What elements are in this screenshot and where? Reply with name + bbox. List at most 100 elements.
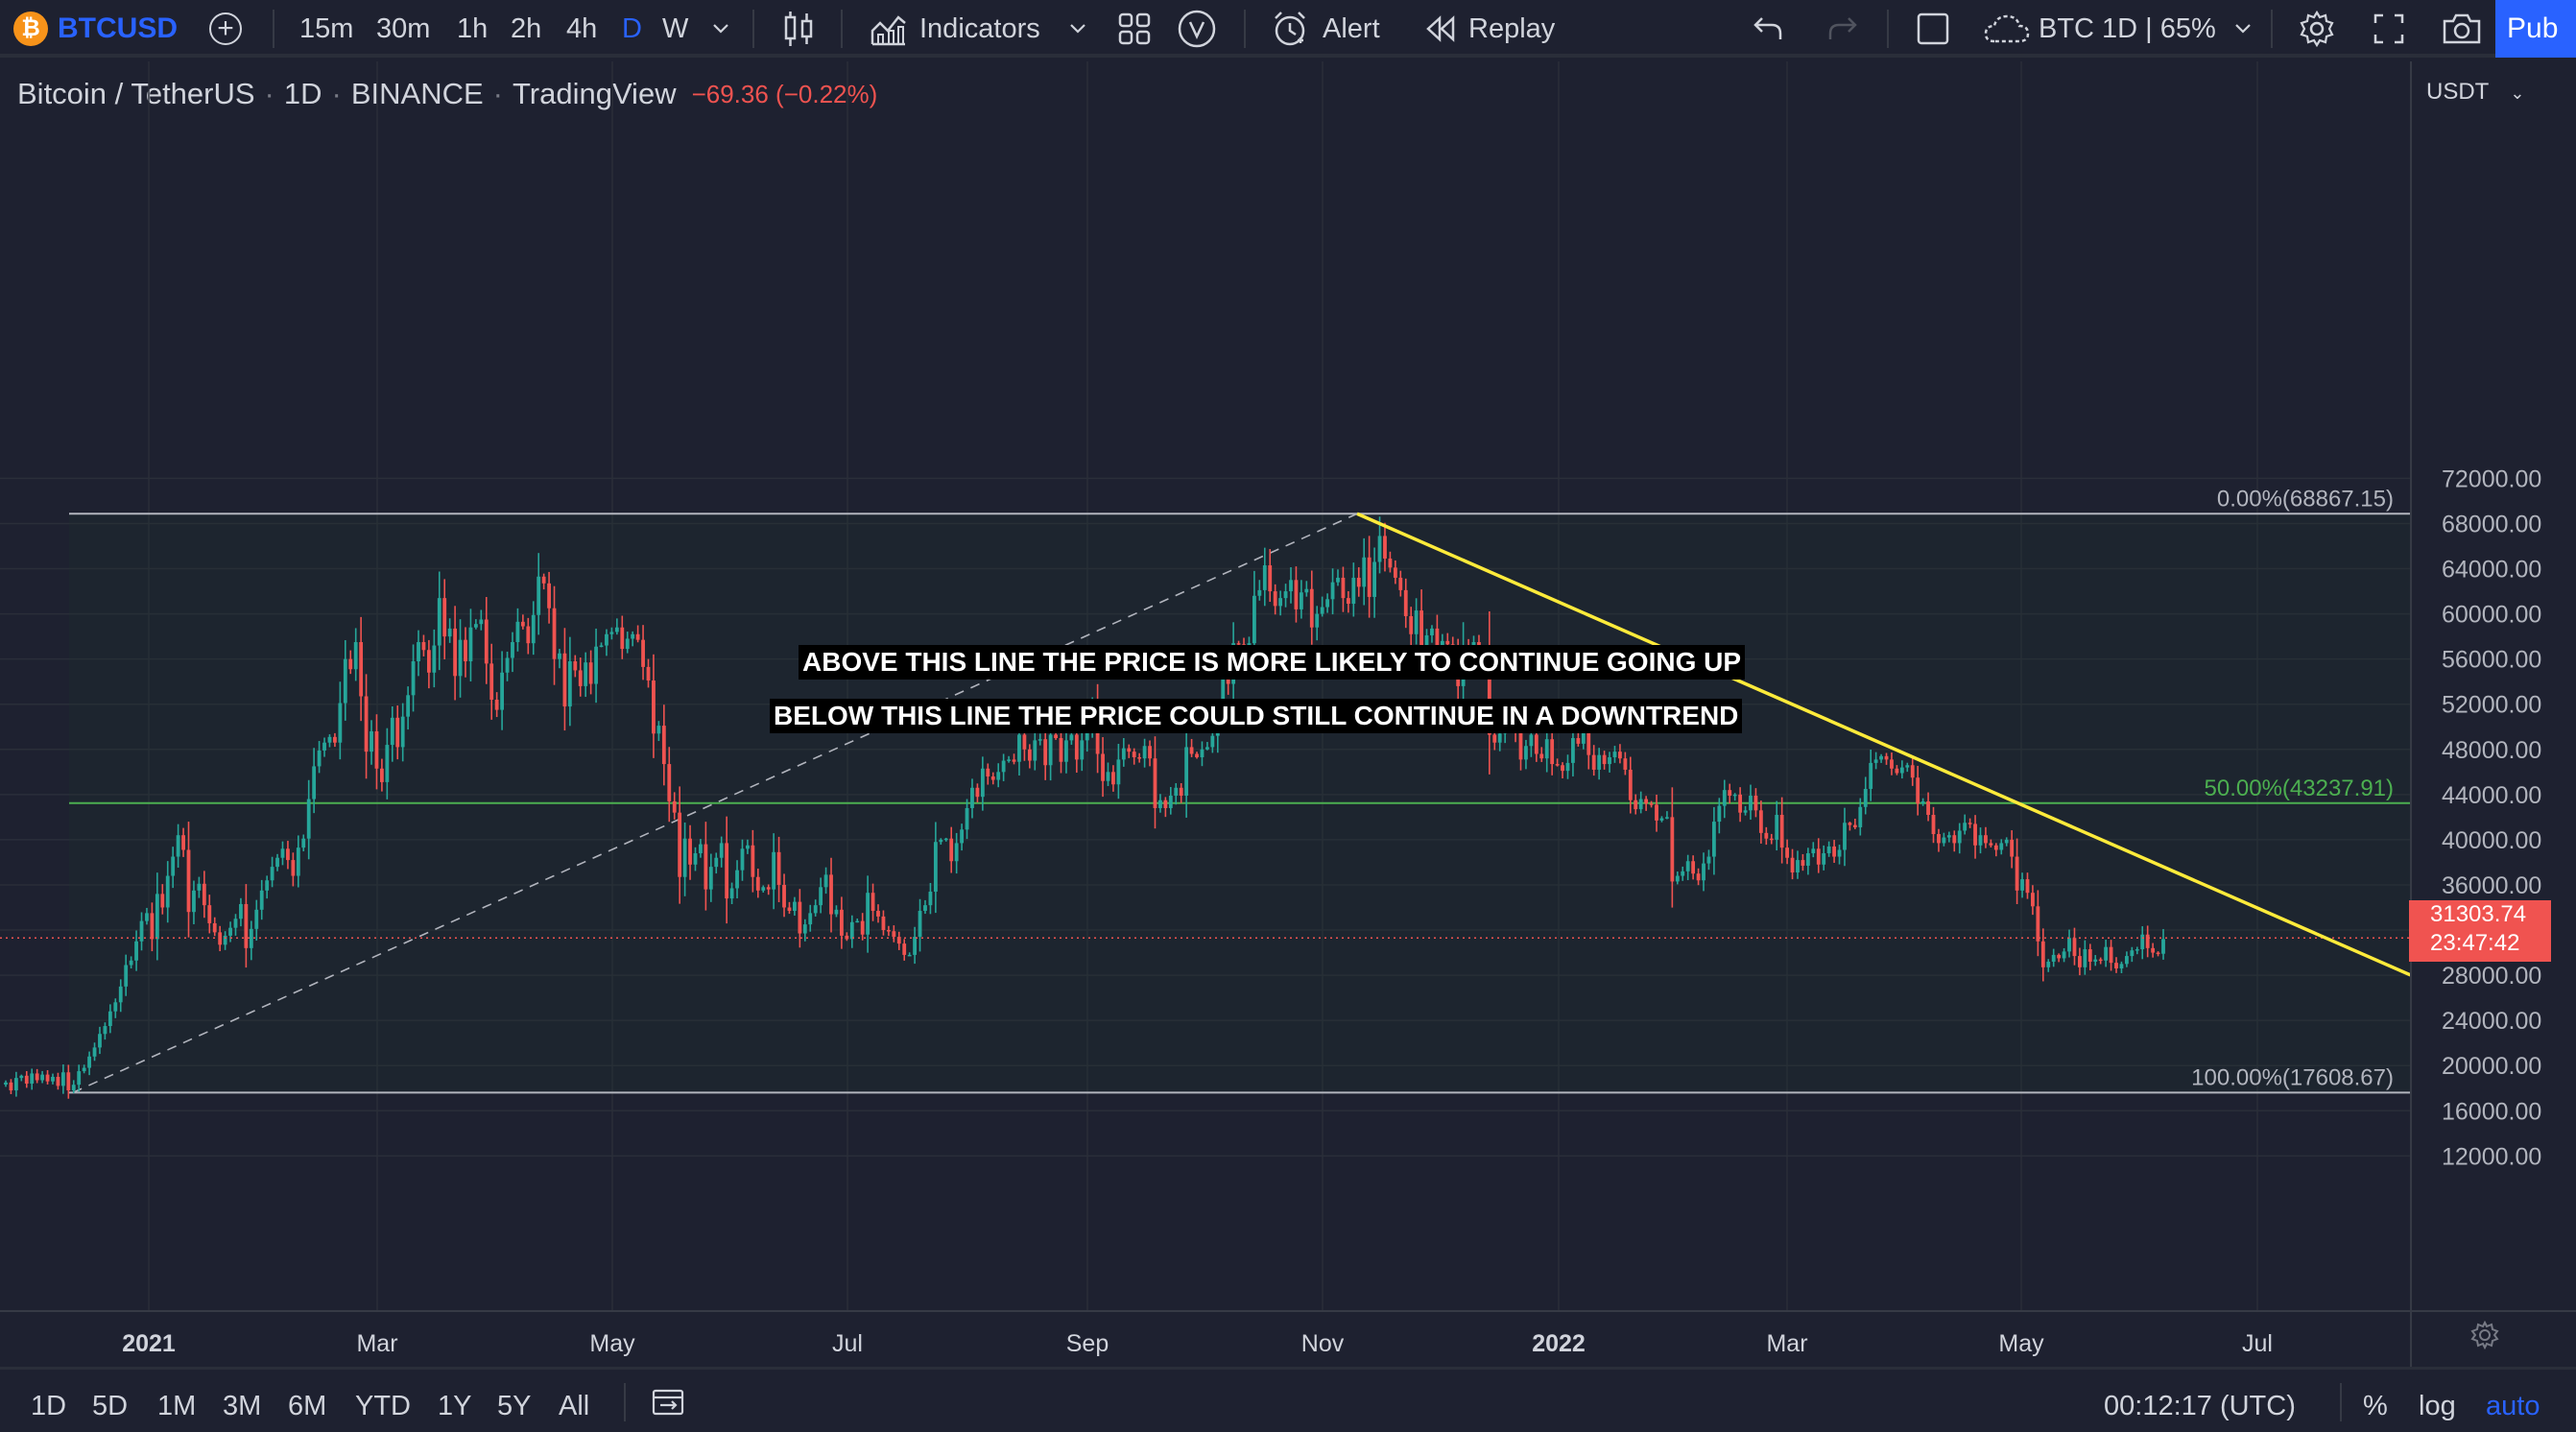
candle-body (1952, 835, 1957, 844)
candle-body (1926, 800, 1930, 816)
interval-menu-button[interactable] (712, 0, 729, 58)
candle-body (1148, 746, 1152, 759)
log-scale-toggle[interactable]: log (2419, 1391, 2456, 1421)
templates-button[interactable] (1117, 0, 1152, 58)
layout-menu-button[interactable] (2234, 0, 2252, 58)
annotation-above[interactable]: ABOVE THIS LINE THE PRICE IS MORE LIKELY… (799, 645, 1746, 680)
symbol-name[interactable]: BTCUSD (58, 12, 178, 44)
interval-label: 2h (511, 12, 542, 44)
candle-body (2135, 949, 2139, 951)
range-1m[interactable]: 1M (157, 1391, 197, 1421)
interval-1h[interactable]: 1h (457, 0, 488, 58)
candle-body (855, 920, 860, 923)
layout-button[interactable] (1916, 0, 1950, 58)
candle-body (954, 843, 959, 862)
candle-body (87, 1056, 91, 1068)
candle-body (66, 1072, 71, 1091)
candle-body (1022, 734, 1027, 750)
candle-body (813, 905, 818, 914)
add-symbol-button[interactable]: + (209, 0, 242, 58)
range-3m[interactable]: 3M (223, 1391, 262, 1421)
range-5y[interactable]: 5Y (497, 1391, 532, 1421)
interval-d[interactable]: D (622, 0, 642, 58)
candle-body (776, 851, 781, 885)
symbol-search[interactable]: ₿ BTCUSD (13, 0, 178, 58)
volume-profile-button[interactable] (1177, 0, 1217, 58)
interval-4h[interactable]: 4h (566, 0, 597, 58)
candle-body (327, 736, 332, 743)
indicators-button[interactable]: Indicators (870, 0, 1040, 58)
indicators-menu-button[interactable] (1069, 0, 1086, 58)
price-tick-label: 72000.00 (2442, 465, 2541, 492)
undo-button[interactable] (1753, 0, 1783, 58)
currency-unit[interactable]: USDT ⌄ (2426, 79, 2524, 106)
candle-body (1832, 846, 1836, 857)
candle-body (176, 835, 180, 857)
candle-body (1153, 758, 1157, 808)
candle-body (943, 838, 948, 841)
candle-body (1346, 598, 1350, 605)
candle-body (1685, 861, 1690, 871)
snapshot-button[interactable] (2442, 0, 2482, 58)
axis-settings-button[interactable] (2470, 1320, 2499, 1357)
candle-body (1101, 753, 1105, 781)
candle-body (301, 838, 306, 848)
candle-body (139, 920, 144, 942)
candle-body (531, 614, 536, 644)
candle-body (1801, 860, 1805, 866)
candle-body (1414, 610, 1419, 634)
interval-30m[interactable]: 30m (376, 0, 430, 58)
candle-body (1775, 815, 1779, 840)
candle-body (1179, 787, 1183, 797)
candle-body (359, 642, 364, 697)
candle-body (1968, 823, 1972, 824)
range-5d[interactable]: 5D (92, 1391, 129, 1421)
range-ytd[interactable]: YTD (355, 1391, 411, 1421)
candle-body (1999, 843, 2004, 850)
range-all[interactable]: All (559, 1391, 590, 1421)
candle-body (609, 632, 614, 634)
publish-button[interactable]: Pub (2495, 0, 2576, 58)
candle-body (2067, 938, 2071, 952)
utc-clock[interactable]: 00:12:17 (UTC) (2104, 1391, 2296, 1421)
candle-body (51, 1076, 55, 1082)
candle-body (1195, 753, 1199, 758)
candle-body (233, 919, 238, 928)
percent-scale-toggle[interactable]: % (2363, 1391, 2388, 1421)
candle-body (30, 1073, 35, 1085)
candle-body (280, 848, 285, 858)
price-tick-label: 44000.00 (2442, 782, 2541, 809)
range-1y[interactable]: 1Y (438, 1391, 472, 1421)
chart-type-button[interactable] (781, 0, 816, 58)
annotation-below[interactable]: BELOW THIS LINE THE PRICE COULD STILL CO… (770, 699, 1743, 733)
interval-2h[interactable]: 2h (511, 0, 541, 58)
candle-body (2020, 879, 2024, 891)
candle-body (45, 1074, 50, 1082)
price-change: −69.36 (−0.22%) (691, 79, 878, 108)
interval-15m[interactable]: 15m (299, 0, 353, 58)
range-6m[interactable]: 6M (288, 1391, 327, 1421)
price-tick-label: 16000.00 (2442, 1098, 2541, 1125)
candle-body (761, 887, 766, 891)
candle-body (1477, 642, 1481, 648)
candle-body (1262, 565, 1267, 590)
candle-body (2156, 952, 2160, 955)
fullscreen-button[interactable] (2373, 0, 2405, 58)
auto-scale-toggle[interactable]: auto (2486, 1391, 2540, 1421)
settings-button[interactable] (2298, 0, 2336, 58)
save-layout-button[interactable]: BTC 1D | 65% (1983, 0, 2216, 58)
redo-button[interactable] (1827, 0, 1858, 58)
interval-w[interactable]: W (662, 0, 688, 58)
candle-body (306, 799, 311, 839)
range-1d[interactable]: 1D (31, 1391, 67, 1421)
replay-button[interactable]: Replay (1424, 0, 1555, 58)
candle-body (82, 1067, 86, 1072)
candle-body (239, 903, 243, 919)
date-range-button[interactable] (651, 1385, 685, 1425)
candle-body (1236, 643, 1241, 645)
price-chart[interactable]: 0.00%(68867.15) 50.00%(43237.91) 100.00%(1… (0, 61, 2576, 1367)
alert-button[interactable]: Alert (1271, 0, 1380, 58)
chevron-down-icon (713, 24, 728, 34)
candle-body (71, 1085, 76, 1091)
candle-body (1571, 738, 1575, 763)
